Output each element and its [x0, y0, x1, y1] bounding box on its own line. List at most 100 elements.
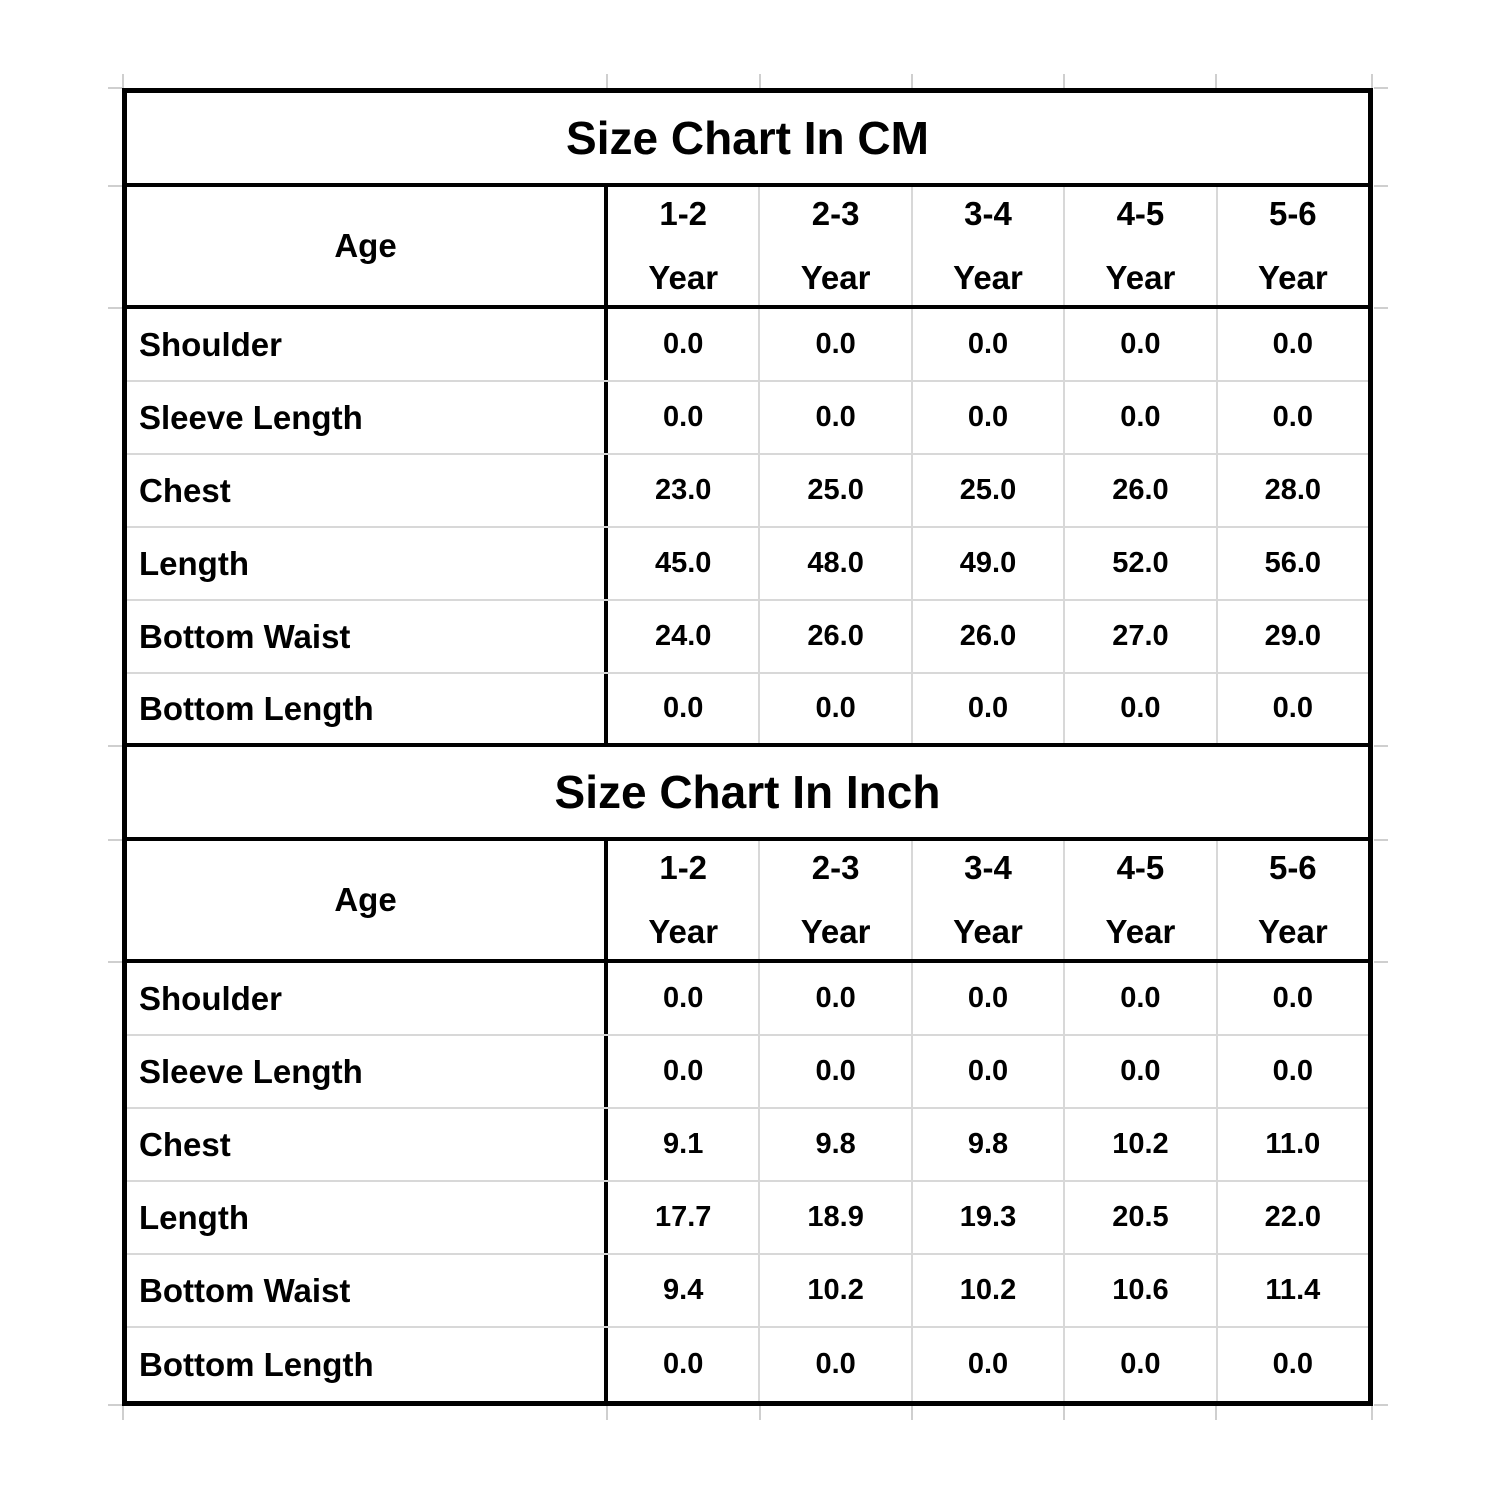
cell-value: 0.0 [910, 1328, 1063, 1401]
cell-value: 0.0 [1215, 382, 1368, 453]
year-header-cell: 3-4 Year [910, 187, 1063, 305]
cell-value: 11.0 [1215, 1109, 1368, 1180]
row-label: Chest [127, 455, 608, 526]
cell-value: 49.0 [910, 528, 1063, 599]
gridline-stub [1374, 185, 1388, 187]
cell-value: 0.0 [1063, 1036, 1215, 1107]
cell-value: 26.0 [1063, 455, 1215, 526]
row-label: Bottom Waist [127, 601, 608, 672]
year-header-cell: 3-4 Year [910, 841, 1063, 959]
year-range-label: 4-5 [1116, 849, 1165, 886]
year-unit-label: Year [953, 259, 1023, 296]
row-label: Bottom Waist [127, 1255, 608, 1326]
cell-value: 9.8 [758, 1109, 910, 1180]
cell-value: 0.0 [758, 1328, 910, 1401]
cell-value: 24.0 [654, 620, 712, 652]
cell-value: 52.0 [1063, 528, 1215, 599]
cell-value: 0.0 [1215, 963, 1368, 1034]
cell-value: 0.0 [1063, 1328, 1215, 1401]
cell-value: 9.8 [910, 1109, 1063, 1180]
cell-value: 10.6 [1063, 1255, 1215, 1326]
year-range-label: 3-4 [964, 195, 1012, 232]
year-unit-label: Year [1105, 259, 1176, 296]
year-header-cell: 2-3 Year [758, 187, 910, 305]
row-label: Chest [127, 1109, 608, 1180]
year-range-label: 5-6 [1268, 195, 1317, 232]
age-header-cell: Age [127, 187, 608, 305]
cell-value: 0.0 [758, 963, 910, 1034]
cell-value: 56.0 [1215, 528, 1368, 599]
cell-value: 0.0 [1063, 382, 1215, 453]
cell-value: 0.0 [910, 674, 1063, 743]
cell-value: 0.0 [758, 382, 910, 453]
cell-value: 19.3 [910, 1182, 1063, 1253]
cell-value: 0.0 [910, 1036, 1063, 1107]
gridline-stub [108, 185, 122, 187]
table-row: Chest 23.0 25.0 25.0 26.0 28.0 [127, 455, 1368, 528]
year-range-label: 1-2 [659, 195, 708, 232]
gridline-stub [108, 307, 122, 309]
gridline-stub [1374, 839, 1388, 841]
table-row: Bottom Waist 24.0 26.0 26.0 27.0 29.0 [127, 601, 1368, 674]
gridline-stub [911, 74, 913, 88]
gridline-stub [606, 74, 608, 88]
year-header-cell: 4-5 Year [1063, 187, 1215, 305]
row-label: Length [127, 1182, 608, 1253]
gridline-stub [1063, 74, 1065, 88]
table-row: Chest 9.1 9.8 9.8 10.2 11.0 [127, 1109, 1368, 1182]
cell-value: 10.2 [910, 1255, 1063, 1326]
cell-value: 0.0 [663, 982, 704, 1014]
cell-value: 28.0 [1215, 455, 1368, 526]
cell-value: 29.0 [1215, 601, 1368, 672]
gridline-stub [1374, 1404, 1388, 1406]
cell-value: 9.1 [663, 1128, 704, 1160]
gridline-stub [1063, 1406, 1065, 1420]
table-title-inch: Size Chart In Inch [127, 747, 1368, 841]
year-range-label: 2-3 [811, 849, 860, 886]
row-label: Bottom Length [127, 674, 608, 743]
gridline-stub [1371, 1406, 1373, 1420]
header-row: Age 1-2 Year 2-3 Year 3-4 Year 4-5 Year [127, 841, 1368, 963]
table-row: Length 17.7 18.9 19.3 20.5 22.0 [127, 1182, 1368, 1255]
cell-value: 25.0 [910, 455, 1063, 526]
cell-value: 25.0 [758, 455, 910, 526]
cell-value: 0.0 [1215, 1328, 1368, 1401]
gridline-stub [911, 1406, 913, 1420]
cell-value: 0.0 [1215, 1036, 1368, 1107]
cell-value: 0.0 [663, 401, 704, 433]
year-range-label: 2-3 [811, 195, 860, 232]
cell-value: 0.0 [1215, 309, 1368, 380]
gridline-stub [1371, 74, 1373, 88]
year-header-cell: 1-2 Year [608, 841, 758, 959]
cell-value: 0.0 [663, 328, 704, 360]
cell-value: 17.7 [654, 1201, 712, 1233]
cell-value: 0.0 [910, 309, 1063, 380]
cell-value: 11.4 [1215, 1255, 1368, 1326]
cell-value: 0.0 [758, 309, 910, 380]
cell-value: 20.5 [1063, 1182, 1215, 1253]
cell-value: 0.0 [663, 1348, 704, 1380]
cell-value: 0.0 [1063, 963, 1215, 1034]
table-row: Bottom Waist 9.4 10.2 10.2 10.6 11.4 [127, 1255, 1368, 1328]
table-row: Length 45.0 48.0 49.0 52.0 56.0 [127, 528, 1368, 601]
size-table-cm: Size Chart In CM Age 1-2 Year 2-3 Year 3… [127, 93, 1368, 747]
cell-value: 10.2 [1063, 1109, 1215, 1180]
row-label: Sleeve Length [127, 1036, 608, 1107]
gridline-stub [122, 74, 124, 88]
year-range-label: 5-6 [1268, 849, 1317, 886]
row-label: Shoulder [127, 963, 608, 1034]
gridline-stub [108, 745, 122, 747]
cell-value: 0.0 [1215, 674, 1368, 743]
year-header-cell: 4-5 Year [1063, 841, 1215, 959]
year-header-cell: 5-6 Year [1215, 187, 1368, 305]
cell-value: 22.0 [1215, 1182, 1368, 1253]
year-range-label: 1-2 [659, 849, 708, 886]
table-row: Shoulder 0.0 0.0 0.0 0.0 0.0 [127, 963, 1368, 1036]
gridline-stub [108, 839, 122, 841]
table-row: Shoulder 0.0 0.0 0.0 0.0 0.0 [127, 309, 1368, 382]
size-chart-tables: Size Chart In CM Age 1-2 Year 2-3 Year 3… [122, 88, 1373, 1406]
row-label: Shoulder [127, 309, 608, 380]
gridline-stub [606, 1406, 608, 1420]
cell-value: 48.0 [758, 528, 910, 599]
gridline-stub [1374, 87, 1388, 89]
